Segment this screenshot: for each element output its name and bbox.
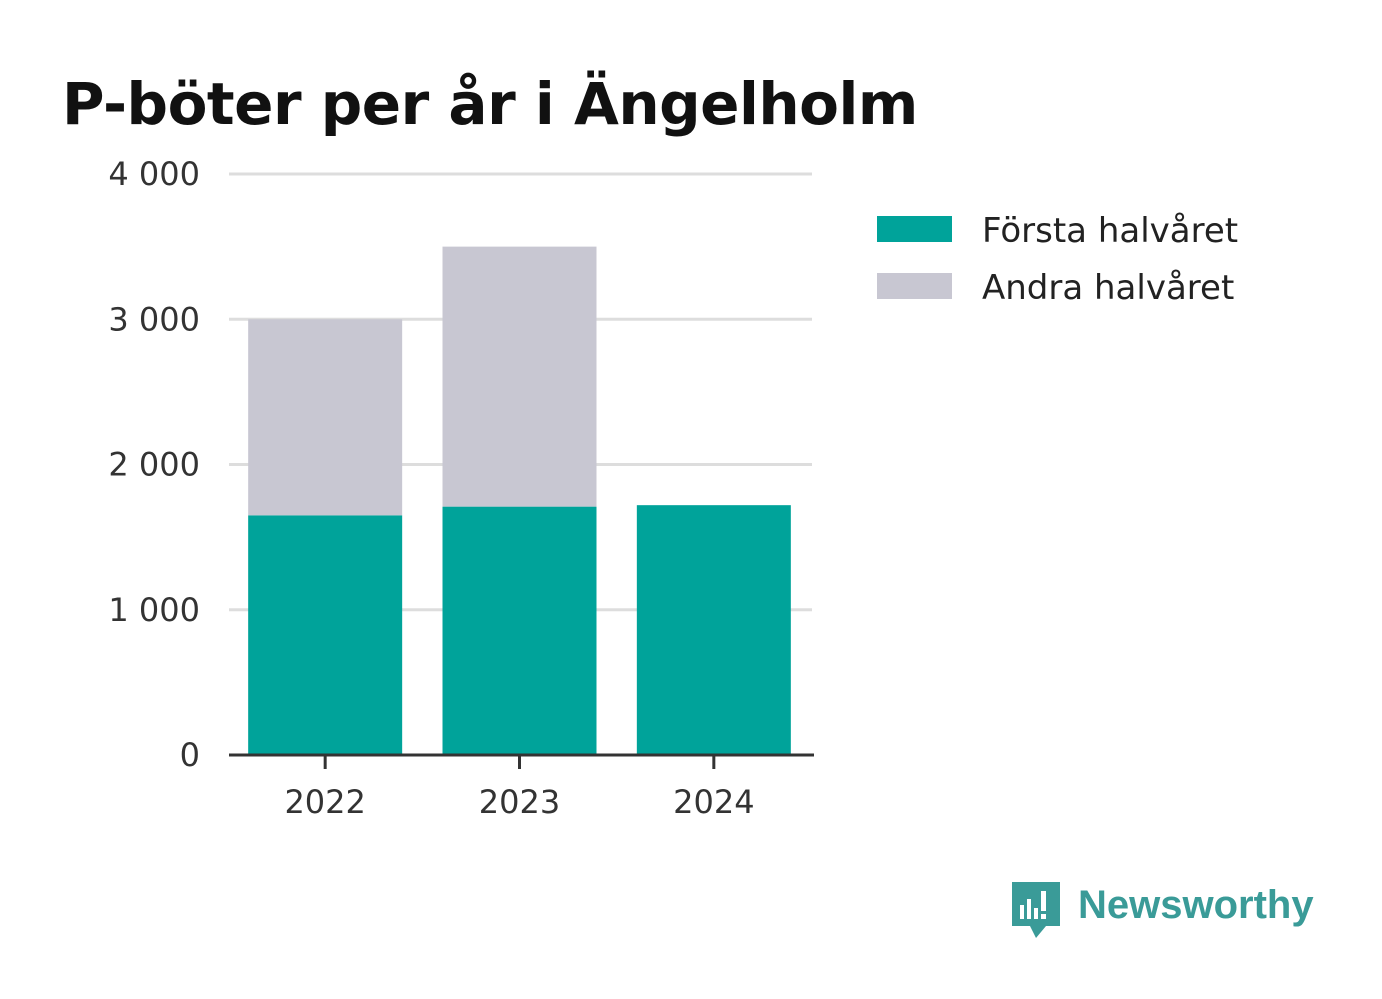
y-tick-label: 4 000 bbox=[108, 155, 200, 193]
legend-label: Andra halvåret bbox=[982, 268, 1234, 308]
bar-2022-series-1 bbox=[248, 319, 403, 516]
bar-2023-series-0 bbox=[442, 506, 597, 755]
y-tick-label: 3 000 bbox=[108, 300, 200, 338]
legend-label: Första halvåret bbox=[982, 211, 1238, 251]
brand-name: Newsworthy bbox=[1078, 883, 1314, 927]
bar-2022-series-0 bbox=[248, 515, 403, 755]
y-tick-label: 2 000 bbox=[108, 446, 200, 484]
y-tick-label: 0 bbox=[180, 736, 200, 774]
x-tick-label: 2023 bbox=[479, 783, 560, 821]
y-axis-ticks: 0 1 000 2 000 3 000 4 000 bbox=[108, 155, 200, 774]
x-axis: 2022 2023 2024 bbox=[229, 753, 814, 821]
bars bbox=[248, 246, 791, 755]
bar-2024-series-0 bbox=[636, 505, 791, 755]
legend-swatch bbox=[877, 273, 952, 299]
y-tick-label: 1 000 bbox=[108, 591, 200, 629]
brand-logo: Newsworthy bbox=[1012, 882, 1314, 938]
bar-2023-series-1 bbox=[442, 246, 597, 507]
legend: Första halvåret Andra halvåret bbox=[877, 211, 1238, 308]
newsworthy-logo-icon bbox=[1012, 882, 1060, 938]
x-tick-label: 2024 bbox=[673, 783, 754, 821]
chart-title: P-böter per år i Ängelholm bbox=[62, 70, 918, 138]
x-tick-label: 2022 bbox=[284, 783, 365, 821]
legend-swatch bbox=[877, 216, 952, 242]
